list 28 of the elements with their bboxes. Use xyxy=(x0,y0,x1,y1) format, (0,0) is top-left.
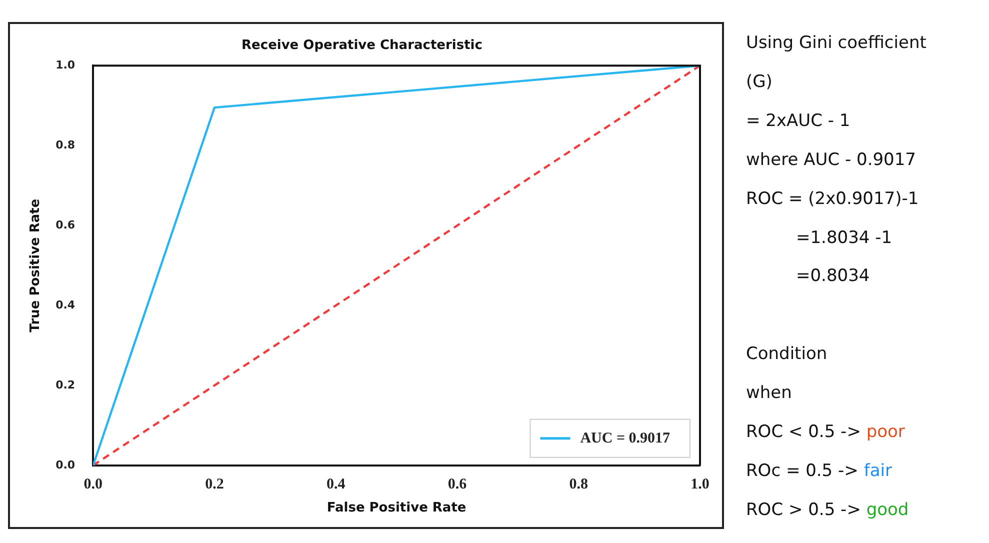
text: =1.8034 -1 xyxy=(795,226,894,250)
y-tick-label: 0.2 xyxy=(56,378,76,392)
text: where AUC - 0.9017 xyxy=(746,148,917,172)
text: ROc = 0.5 -> fair xyxy=(746,460,893,483)
y-tick-label: 1.0 xyxy=(56,58,76,72)
y-tick-label: 0.6 xyxy=(56,218,76,232)
x-tick-label: 0.6 xyxy=(448,476,468,492)
y-tick-label: 0.0 xyxy=(56,458,76,472)
x-tick-label: 0.0 xyxy=(84,476,102,492)
x-tick-label: 0.2 xyxy=(205,476,224,492)
chart-title: Receive Operative Characteristic xyxy=(242,38,482,54)
text: Using Gini coefficient xyxy=(746,32,926,55)
text: ROC > 0.5 -> good xyxy=(746,498,910,522)
y-axis-title: True Positive Rate xyxy=(28,198,44,332)
text: ROC = (2x0.9017)-1 xyxy=(746,188,920,211)
text: (G) xyxy=(746,70,774,94)
x-axis-title: False Positive Rate xyxy=(326,500,466,516)
legend-label: AUC = 0.9017 xyxy=(580,430,670,446)
text: Condition xyxy=(746,343,828,366)
text: ROC < 0.5 -> poor xyxy=(746,421,906,444)
text: =0.8034 xyxy=(795,265,871,288)
x-tick-label: 1.0 xyxy=(690,476,710,492)
text: when xyxy=(746,382,793,406)
x-tick-label: 0.4 xyxy=(326,476,346,492)
x-tick-label: 0.8 xyxy=(569,476,588,492)
text: = 2xAUC - 1 xyxy=(746,110,852,133)
y-tick-label: 0.4 xyxy=(56,298,76,312)
y-tick-label: 0.8 xyxy=(56,138,76,152)
